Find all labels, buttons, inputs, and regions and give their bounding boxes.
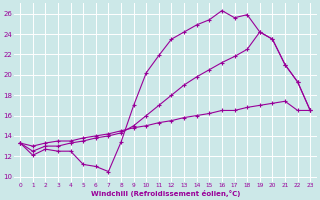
X-axis label: Windchill (Refroidissement éolien,°C): Windchill (Refroidissement éolien,°C)	[91, 190, 240, 197]
